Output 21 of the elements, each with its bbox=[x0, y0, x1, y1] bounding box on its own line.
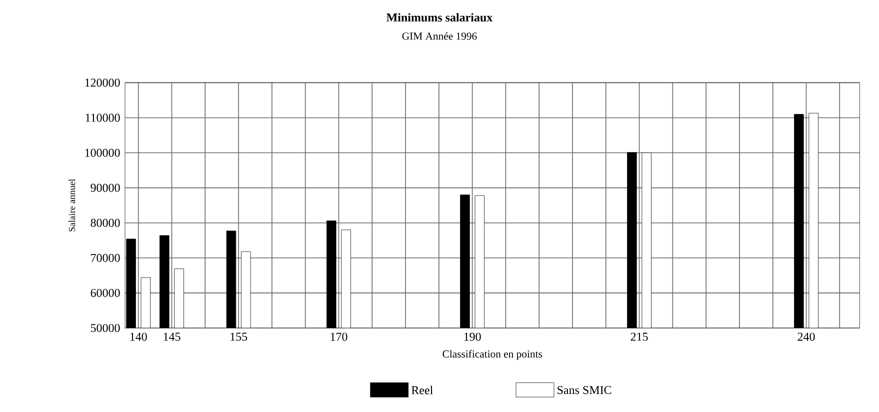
y-tick-label: 80000 bbox=[90, 218, 120, 227]
y-tick-label: 60000 bbox=[90, 288, 120, 298]
y-axis-title: Salaire annuel bbox=[68, 178, 76, 232]
y-tick-label: 120000 bbox=[85, 78, 120, 87]
chart-subtitle: GIM Année 1996 bbox=[402, 32, 477, 40]
x-tick-label: 240 bbox=[798, 332, 815, 341]
y-tick-label: 90000 bbox=[90, 184, 120, 192]
legend-label: Sans SMIC bbox=[558, 386, 612, 394]
x-tick-label: 155 bbox=[230, 332, 248, 341]
chart-title: Minimums salariaux bbox=[386, 13, 493, 22]
x-tick-label: 140 bbox=[130, 332, 147, 341]
y-tick-label: 50000 bbox=[90, 324, 120, 332]
x-tick-label: 145 bbox=[164, 332, 180, 341]
x-axis-title: Classification en points bbox=[442, 350, 542, 360]
legend-label: Reel bbox=[412, 386, 433, 394]
y-tick-label: 110000 bbox=[86, 114, 120, 122]
x-tick-label: 215 bbox=[630, 332, 648, 341]
y-tick-label: 100000 bbox=[85, 148, 120, 157]
x-tick-label: 170 bbox=[330, 332, 348, 341]
x-tick-label: 190 bbox=[464, 332, 481, 341]
y-tick-label: 70000 bbox=[91, 254, 120, 262]
